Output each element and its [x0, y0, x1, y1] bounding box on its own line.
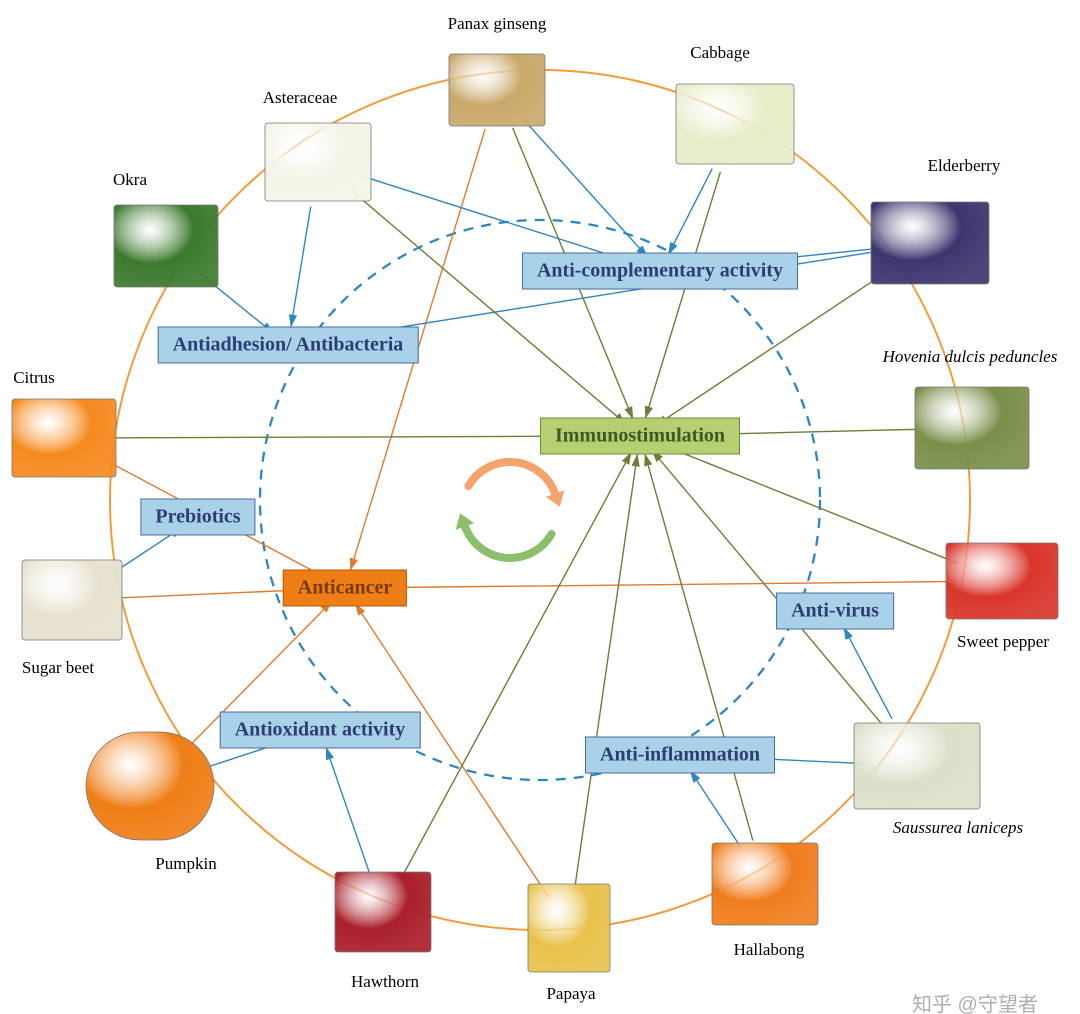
node-label-asteraceae: Asteraceae — [263, 88, 338, 108]
activity-anticomplement: Anti-complementary activity — [522, 253, 798, 290]
node-label-okra: Okra — [113, 170, 147, 190]
node-label-sugarbeet: Sugar beet — [22, 658, 94, 678]
node-label-hallabong: Hallabong — [734, 940, 805, 960]
activity-immuno: Immunostimulation — [540, 418, 740, 455]
node-label-ginseng: Panax ginseng — [448, 14, 547, 34]
node-label-pepper: Sweet pepper — [957, 632, 1049, 652]
activity-antioxidant: Antioxidant activity — [220, 712, 421, 749]
watermark: 知乎 @守望者 — [912, 988, 1038, 1014]
node-label-hawthorn: Hawthorn — [351, 972, 419, 992]
node-label-hovenia: Hovenia dulcis peduncles — [883, 347, 1058, 367]
activity-anticancer: Anticancer — [283, 570, 407, 607]
node-label-citrus: Citrus — [13, 368, 55, 388]
activity-antiadhesion: Antiadhesion/ Antibacteria — [158, 327, 419, 364]
node-label-pumpkin: Pumpkin — [155, 854, 216, 874]
node-label-cabbage: Cabbage — [690, 43, 749, 63]
node-label-saussurea: Saussurea laniceps — [893, 818, 1023, 838]
node-label-papaya: Papaya — [546, 984, 595, 1004]
activity-prebiotics: Prebiotics — [140, 499, 255, 536]
activity-antiinflam: Anti-inflammation — [585, 737, 775, 774]
node-label-elderberry: Elderberry — [928, 156, 1001, 176]
activity-antivirus: Anti-virus — [776, 593, 894, 630]
